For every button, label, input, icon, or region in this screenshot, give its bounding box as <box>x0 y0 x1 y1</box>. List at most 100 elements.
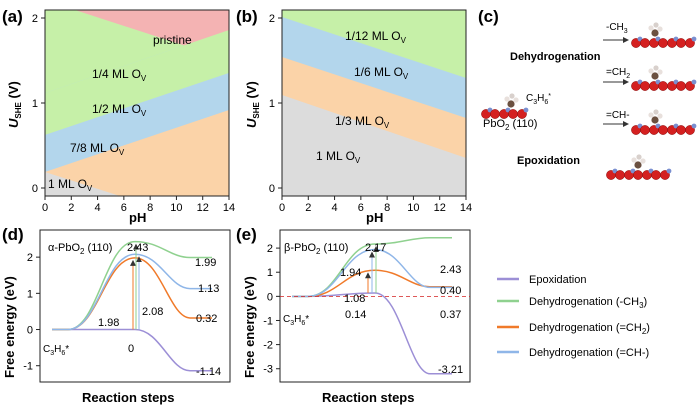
panel-a-phase-diagram <box>45 10 229 196</box>
panel-b-label: (b) <box>236 7 258 26</box>
e-val-ts-mid: 1.94 <box>340 267 361 279</box>
hydrogen-atom <box>648 68 654 74</box>
y-tick-label: -1 <box>263 315 273 327</box>
y-tick-label: 2 <box>267 243 273 255</box>
panel-d-title: α-PbO2 (110) <box>48 242 112 256</box>
y-tick-label: 1 <box>27 288 33 300</box>
d-curve-ch3 <box>52 240 212 331</box>
y-tick-label: 2 <box>269 13 275 25</box>
oxygen-atom <box>685 125 695 135</box>
carbon-atom <box>651 29 659 37</box>
panel-e-ylabel: Free energy (eV) <box>242 276 257 378</box>
oxygen-atom <box>640 125 650 135</box>
lead-atom <box>691 123 697 129</box>
arrow-ch-label: =CH- <box>606 110 630 121</box>
x-tick-label: 12 <box>197 202 209 214</box>
y-tick-label: 2 <box>27 252 33 264</box>
oxygen-atom <box>615 170 625 180</box>
x-tick-label: 0 <box>279 202 285 214</box>
x-tick-label: 8 <box>147 202 153 214</box>
arrow-ch3-label: -CH3 <box>606 22 628 35</box>
oxygen-atom <box>508 109 518 119</box>
d-val-barrier-left: 1.98 <box>98 317 119 329</box>
hydrogen-atom <box>657 26 663 32</box>
d-val-ch: 0.32 <box>196 313 217 325</box>
panel-d-xlabel: Reaction steps <box>82 390 174 405</box>
label-1-6: 1/6 ML OV <box>354 65 409 81</box>
hydrogen-atom <box>631 157 637 163</box>
hydrogen-atom <box>513 97 519 103</box>
hydrogen-atom <box>657 113 663 119</box>
panel-b-ylabel: USHE (V) <box>244 81 261 128</box>
oxygen-atom <box>658 81 668 91</box>
e-val-ts-low: 1.08 <box>344 293 365 305</box>
hydrogen-atom <box>653 65 659 71</box>
e-val-ts-base: 0.14 <box>345 309 366 321</box>
oxygen-atom <box>640 81 650 91</box>
y-tick-label: 0 <box>27 325 33 337</box>
carbon-atom <box>507 100 515 108</box>
label-pristine: pristine <box>153 33 192 47</box>
panel-d-ylabel: Free energy (eV) <box>2 276 17 378</box>
d-val-ch3: 1.99 <box>195 257 216 269</box>
e-val-epox: -3.21 <box>438 364 463 376</box>
e-val-ts-top: 2.17 <box>365 242 386 254</box>
x-tick-label: 14 <box>460 202 472 214</box>
hydrogen-atom <box>648 112 654 118</box>
x-tick-label: 2 <box>305 202 311 214</box>
hydrogen-atom <box>653 22 659 28</box>
adsorbate-label: C3H6* <box>526 93 551 106</box>
oxygen-atom <box>660 170 670 180</box>
y-tick-label: 1 <box>269 98 275 110</box>
legend-label-ch3: Dehydrogenation (-CH3) <box>529 296 647 310</box>
oxygen-atom <box>685 81 695 91</box>
x-tick-label: 2 <box>68 202 74 214</box>
substrate-label: PbO2 (110) <box>483 118 537 132</box>
panel-d-plot: -1 0 1 2 <box>23 240 212 373</box>
oxygen-atom <box>676 125 686 135</box>
panel-d-frame <box>39 229 231 383</box>
hydrogen-atom <box>657 69 663 75</box>
label-1-3: 1/3 ML OV <box>335 114 390 130</box>
panel-e-frame <box>279 229 471 383</box>
oxygen-atom <box>658 38 668 48</box>
y-tick-label: 1 <box>267 267 273 279</box>
e-start-label: C3H6* <box>283 314 309 327</box>
epoxidation-label: Epoxidation <box>517 155 580 167</box>
panel-e-plot: -3 -2 -1 0 1 2 <box>263 236 470 376</box>
x-tick-label: 0 <box>42 202 48 214</box>
d-val-zero: 0 <box>128 343 134 355</box>
oxygen-atom <box>658 125 668 135</box>
arrow-ch2-label: =CH2 <box>606 67 630 80</box>
oxygen-atom <box>676 38 686 48</box>
y-tick-label: 0 <box>269 183 275 195</box>
d-val-ch2: 1.13 <box>198 283 219 295</box>
panel-e-title: β-PbO2 (110) <box>284 242 348 256</box>
slab-ch2 <box>631 79 697 91</box>
panel-a-xlabel: pH <box>129 210 146 225</box>
label-1-12: 1/12 ML OV <box>345 29 407 45</box>
carbon-atom <box>651 72 659 80</box>
d-val-ts-top: 2.43 <box>127 242 148 254</box>
lead-atom <box>691 36 697 42</box>
oxygen-atom <box>633 170 643 180</box>
label-1-2: 1/2 ML OV <box>92 102 147 118</box>
oxygen-atom <box>490 109 500 119</box>
oxygen-atom <box>640 38 650 48</box>
legend-label-epox: Epoxidation <box>529 274 587 286</box>
y-tick-label: -2 <box>263 340 273 352</box>
x-tick-label: 6 <box>121 202 127 214</box>
e-val-ch2: 0.40 <box>440 285 461 297</box>
panel-d-label: (d) <box>2 225 24 244</box>
hydrogen-atom <box>636 154 642 160</box>
label-7-8: 7/8 ML OV <box>70 141 125 157</box>
slab-models <box>481 22 697 180</box>
y-tick-label: -3 <box>263 364 273 376</box>
oxygen-atom <box>685 38 695 48</box>
x-tick-label: 4 <box>95 202 101 214</box>
hydrogen-atom <box>653 109 659 115</box>
carbon-atom <box>634 161 642 169</box>
